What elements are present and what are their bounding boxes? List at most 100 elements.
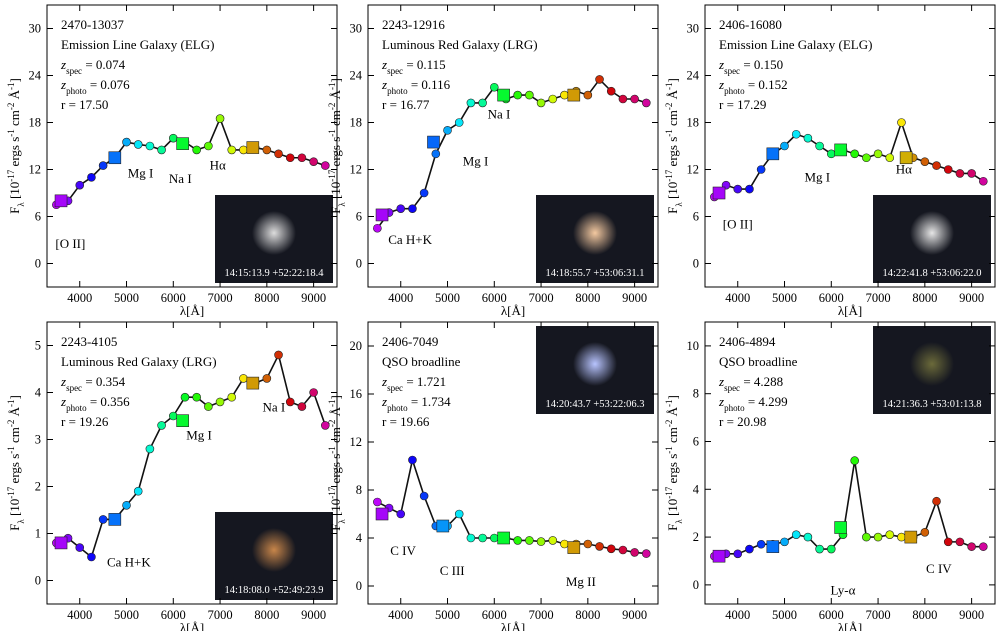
narrowband-point	[536, 537, 546, 546]
narrowband-point	[309, 388, 318, 397]
narrowband-point	[75, 543, 85, 552]
narrowband-point	[285, 153, 295, 163]
info-line: zphoto = 1.734	[381, 394, 451, 413]
y-tick-label: 18	[29, 116, 42, 130]
text-part: QSO broadline	[382, 354, 461, 369]
narrowband-point	[548, 536, 558, 545]
y-axis-label: Fλ [10-17 ergs s-1 cm-2 Å-1]	[6, 395, 26, 531]
x-tick-label: 8000	[575, 608, 600, 622]
x-tick-label: 8000	[254, 291, 279, 305]
info-line: zspec = 0.354	[60, 374, 126, 393]
text-part: z	[381, 77, 387, 92]
y-axis-label: Fλ [10-17 ergs s-1 cm-2 Å-1]	[6, 78, 26, 214]
broadband-point	[712, 549, 726, 563]
text-part: [10	[7, 182, 22, 203]
narrowband-point	[595, 75, 604, 84]
line-annotation: C IV	[926, 561, 952, 576]
narrowband-point	[525, 90, 534, 100]
narrowband-point	[780, 537, 789, 547]
spectrum-line	[376, 456, 647, 555]
text-part: ]	[665, 395, 680, 399]
narrowband-point	[791, 129, 801, 139]
x-tick-label: 8000	[912, 608, 937, 622]
y-axis-label: Fλ [10-17 ergs s-1 cm-2 Å-1]	[664, 395, 684, 531]
narrowband-point	[979, 176, 988, 186]
info-line: zphoto = 0.356	[60, 394, 130, 413]
text-part: -1	[6, 82, 16, 90]
narrowband-point	[285, 397, 295, 407]
info-line: r = 17.50	[61, 97, 108, 112]
text-part: = 0.115	[403, 57, 446, 72]
text-part: = 0.116	[408, 77, 451, 92]
text-part: [10	[7, 499, 22, 520]
narrowband-point	[513, 536, 522, 545]
narrowband-point	[826, 149, 836, 159]
narrowband-point	[642, 549, 651, 558]
x-axis-label: λ[Å]	[501, 620, 525, 631]
text-part: λ	[16, 519, 26, 524]
x-tick-label: 9000	[301, 291, 326, 305]
text-part: z	[718, 57, 724, 72]
line-annotation: Na I	[169, 171, 192, 186]
broadband-point	[108, 151, 122, 165]
narrowband-point	[478, 533, 487, 543]
text-part: cm	[665, 110, 680, 129]
narrowband-point	[932, 161, 941, 170]
text-part: -1	[664, 446, 674, 454]
x-tick-label: 5000	[114, 291, 139, 305]
narrowband-point	[756, 165, 766, 174]
narrowband-point	[408, 455, 417, 465]
text-part: λ	[16, 202, 26, 207]
narrowband-point	[826, 544, 836, 554]
narrowband-point	[897, 118, 906, 127]
line-annotation: Mg I	[463, 154, 489, 169]
text-part: QSO broadline	[719, 354, 798, 369]
narrowband-point	[642, 98, 651, 108]
info-line: Emission Line Galaxy (ELG)	[719, 37, 872, 52]
x-tick-label: 7000	[866, 608, 891, 622]
x-tick-label: 9000	[959, 608, 984, 622]
narrowband-point	[850, 149, 859, 159]
broadband-point	[766, 147, 780, 161]
x-tick-label: 4000	[67, 291, 92, 305]
x-tick-label: 4000	[67, 608, 92, 622]
narrowband-point	[745, 184, 754, 194]
text-part: λ	[337, 519, 347, 524]
narrowband-point	[204, 141, 213, 151]
text-part: z	[718, 77, 724, 92]
inset-label: 14:21:36.3 +53:01:13.8	[883, 399, 982, 410]
narrowband-point	[583, 90, 593, 100]
text-part: z	[381, 57, 387, 72]
narrowband-point	[309, 157, 318, 166]
broadband-point	[176, 137, 189, 150]
panel: 14:18:08.0 +52:49:23.9 4000 5000 6000 7000 80…	[6, 321, 338, 631]
narrowband-point	[815, 141, 824, 151]
axes-frame	[704, 321, 996, 605]
y-tick-label: 16	[350, 387, 363, 401]
info-line: 2406-4894	[719, 334, 776, 349]
line-annotation: Mg II	[566, 574, 596, 589]
text-part: -1	[664, 129, 674, 137]
text-part: Luminous Red Galaxy (LRG)	[382, 37, 538, 52]
text-part: cm	[7, 110, 22, 129]
inset-label: 14:22:41.8 +53:06:22.0	[883, 268, 982, 279]
text-part: -1	[327, 82, 337, 90]
y-tick-label: 12	[687, 163, 700, 177]
narrowband-point	[920, 528, 930, 537]
text-part: Å	[7, 89, 22, 102]
text-part: -1	[664, 399, 674, 407]
broadband-point	[108, 513, 122, 526]
y-tick-label: 5	[35, 339, 41, 353]
axes-frame	[46, 321, 338, 605]
text-part: photo	[387, 86, 408, 96]
narrowband-point	[454, 118, 464, 127]
text-part: photo	[387, 403, 408, 413]
narrowband-point	[478, 98, 487, 108]
text-part: ergs s	[328, 454, 343, 487]
y-tick-label: 10	[687, 339, 700, 353]
x-tick-label: 6000	[482, 291, 507, 305]
y-tick-label: 0	[356, 579, 362, 593]
x-tick-label: 5000	[772, 608, 797, 622]
narrowband-point	[803, 133, 813, 143]
